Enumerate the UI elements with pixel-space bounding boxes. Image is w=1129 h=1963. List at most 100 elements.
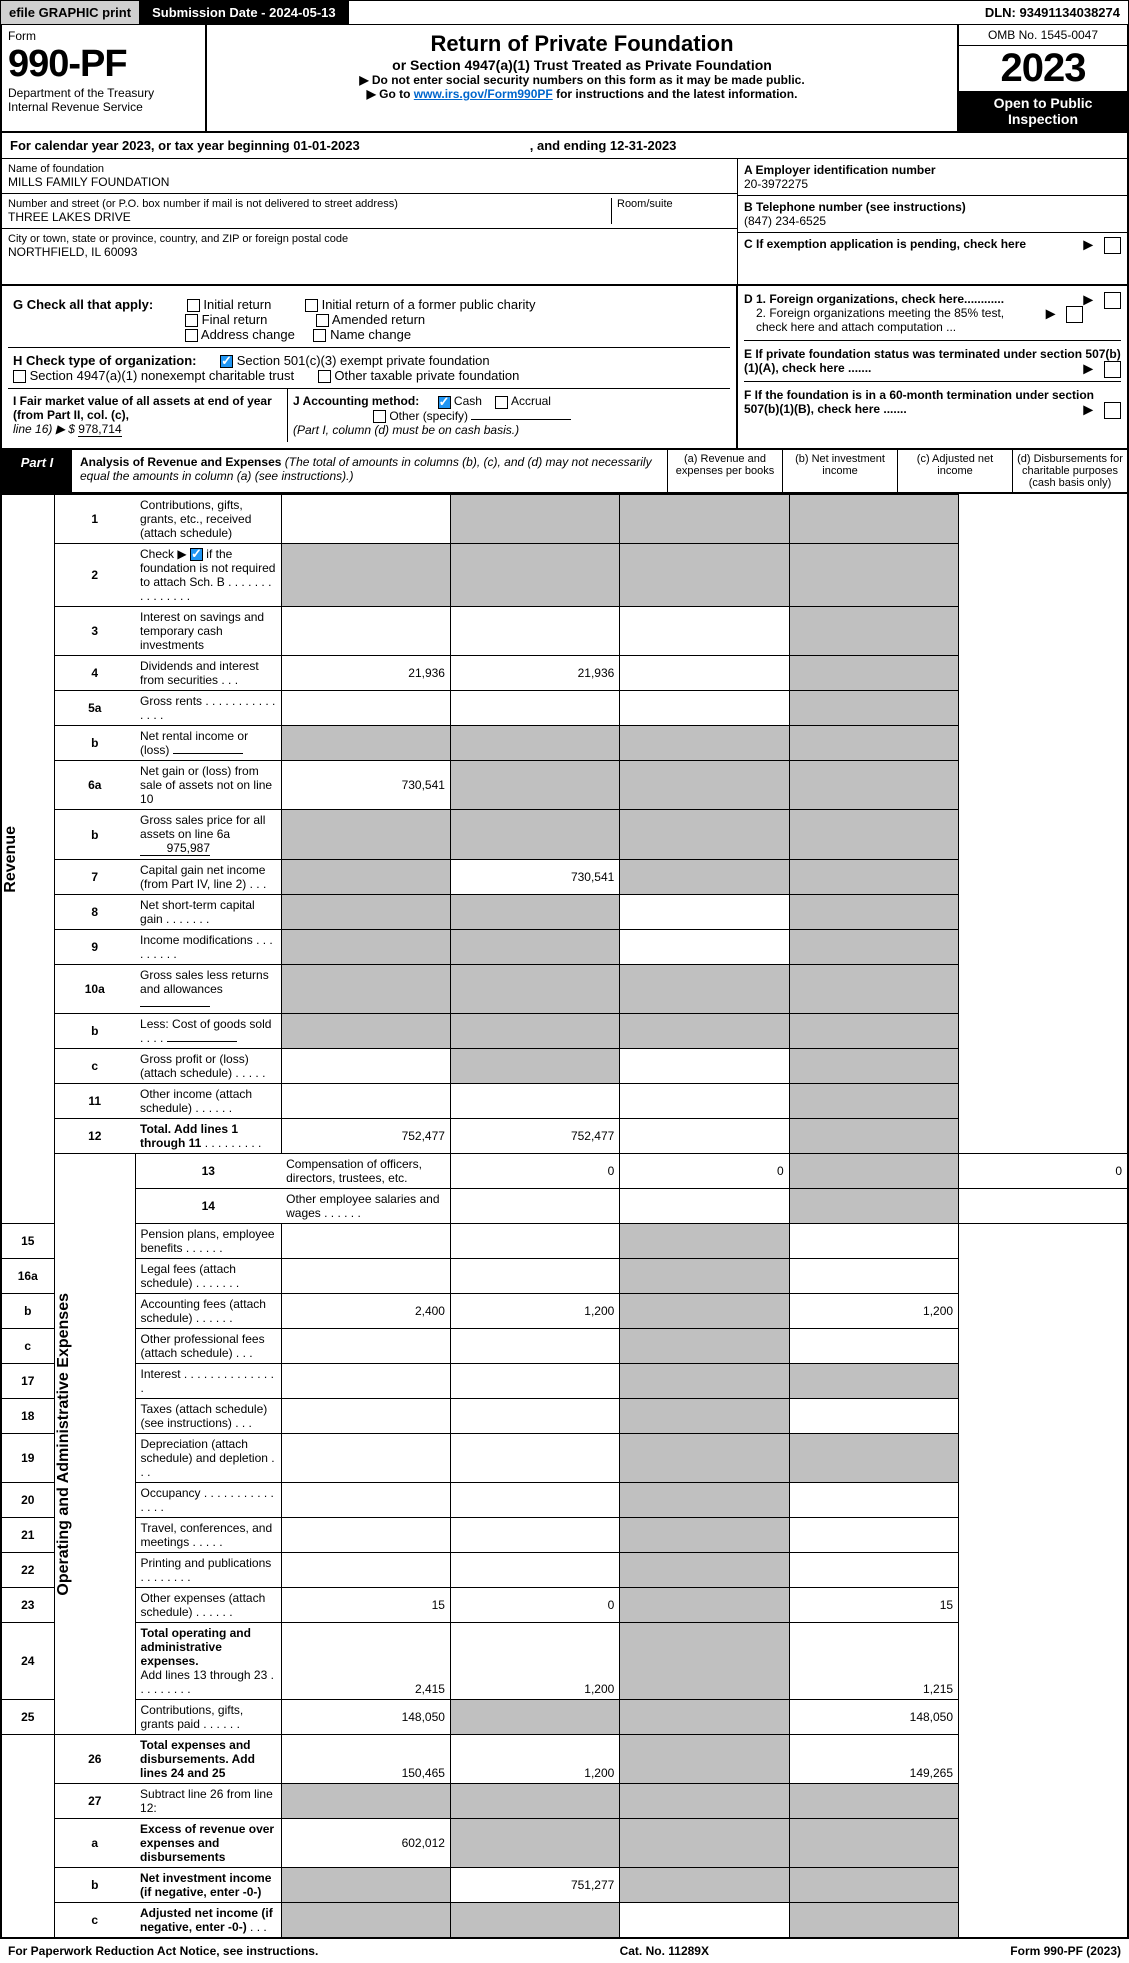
d1-cbx[interactable] (1104, 292, 1121, 309)
r10a: Gross sales less returns and allowances (140, 968, 269, 996)
r11: Other income (attach schedule) (140, 1087, 252, 1115)
r27b-b: 751,277 (450, 1868, 619, 1903)
r16c: Other professional fees (attach schedule… (141, 1332, 265, 1360)
phone-label: B Telephone number (see instructions) (744, 200, 966, 214)
cal-end: 12-31-2023 (610, 138, 677, 153)
r26-b: 1,200 (450, 1735, 619, 1784)
r4-a: 21,936 (281, 656, 450, 691)
room-label: Room/suite (617, 198, 731, 210)
final-return: Final return (202, 312, 268, 327)
city: NORTHFIELD, IL 60093 (8, 245, 731, 259)
note2-pre: ▶ Go to (367, 87, 414, 101)
r21: Travel, conferences, and meetings (141, 1521, 273, 1549)
e-text: E If private foundation status was termi… (744, 347, 1121, 375)
other-spec-cbx[interactable] (373, 410, 386, 423)
r27c: Adjusted net income (if negative, enter … (140, 1906, 273, 1934)
r10c: Gross profit or (loss) (attach schedule) (140, 1052, 249, 1080)
phone: (847) 234-6525 (744, 214, 826, 228)
r5a: Gross rents (140, 694, 202, 708)
r6b-val: 975,987 (140, 841, 210, 856)
c-label: C If exemption application is pending, c… (744, 237, 1026, 251)
other-tax-cbx[interactable] (318, 370, 331, 383)
r2-cbx[interactable] (190, 548, 203, 561)
city-label: City or town, state or province, country… (8, 233, 731, 245)
cal-pre: For calendar year 2023, or tax year begi… (10, 138, 293, 153)
dept: Department of the Treasury (8, 86, 199, 100)
r20: Occupancy (141, 1486, 201, 1500)
part1-label: Part I (2, 450, 72, 492)
footer-mid: Cat. No. 11289X (620, 1944, 709, 1958)
initial-return: Initial return (203, 297, 271, 312)
addr-chg: Address change (201, 327, 295, 342)
name-chg-cbx[interactable] (313, 329, 326, 342)
f-cbx[interactable] (1104, 402, 1121, 419)
i-val: 978,714 (78, 422, 121, 437)
sub-date: 2024-05-13 (269, 5, 336, 20)
r12-b: 752,477 (450, 1119, 619, 1154)
other-spec: Other (specify) (389, 409, 468, 423)
name-chg: Name change (330, 327, 411, 342)
r7-b: 730,541 (450, 860, 619, 895)
r16b-a: 2,400 (281, 1294, 450, 1329)
amended-cbx[interactable] (316, 314, 329, 327)
note2-link[interactable]: www.irs.gov/Form990PF (414, 87, 553, 101)
e-cbx[interactable] (1104, 361, 1121, 378)
addr-chg-cbx[interactable] (185, 329, 198, 342)
s4947: Section 4947(a)(1) nonexempt charitable … (30, 368, 294, 383)
oae-side: Operating and Administrative Expenses (55, 1283, 73, 1606)
r26: Total expenses and disbursements. Add li… (140, 1738, 255, 1780)
s4947-cbx[interactable] (13, 370, 26, 383)
r27a: Excess of revenue over expenses and disb… (140, 1822, 274, 1864)
name-label: Name of foundation (8, 163, 731, 175)
r25-d: 148,050 (789, 1700, 958, 1735)
s501-cbx[interactable] (220, 355, 233, 368)
i-label: I Fair market value of all assets at end… (13, 394, 272, 422)
r14: Other employee salaries and wages (286, 1192, 439, 1220)
h-label: H Check type of organization: (13, 353, 196, 368)
j-note: (Part I, column (d) must be on cash basi… (293, 423, 519, 437)
form-subtitle: or Section 4947(a)(1) Trust Treated as P… (213, 57, 951, 73)
c-checkbox[interactable] (1104, 237, 1121, 254)
r27b: Net investment income (if negative, ente… (140, 1871, 271, 1899)
r24-a: 2,415 (281, 1623, 450, 1700)
irs: Internal Revenue Service (8, 100, 199, 114)
cash-cbx[interactable] (438, 396, 451, 409)
r27a-a: 602,012 (281, 1819, 450, 1868)
r16a: Legal fees (attach schedule) (141, 1262, 236, 1290)
dln: DLN: 93491134038274 (977, 1, 1128, 24)
r26-d: 149,265 (789, 1735, 958, 1784)
part1-title: Analysis of Revenue and Expenses (80, 455, 281, 469)
r22: Printing and publications (141, 1556, 272, 1570)
r12: Total. Add lines 1 through 11 (140, 1122, 238, 1150)
r23: Other expenses (attach schedule) (141, 1591, 266, 1619)
final-return-cbx[interactable] (185, 314, 198, 327)
r12-a: 752,477 (281, 1119, 450, 1154)
accrual: Accrual (511, 394, 551, 408)
col-b: (b) Net investment income (782, 450, 897, 492)
r6a-a: 730,541 (281, 761, 450, 810)
d2-cbx[interactable] (1066, 306, 1083, 323)
r23-b: 0 (450, 1588, 619, 1623)
initial-return-cbx[interactable] (187, 299, 200, 312)
s501: Section 501(c)(3) exempt private foundat… (237, 353, 490, 368)
form-number: 990-PF (8, 43, 199, 86)
col-d: (d) Disbursements for charitable purpose… (1012, 450, 1127, 492)
r4: Dividends and interest from securities (140, 659, 259, 687)
r19: Depreciation (attach schedule) and deple… (141, 1437, 268, 1465)
r24-b: 1,200 (450, 1623, 619, 1700)
accrual-cbx[interactable] (495, 396, 508, 409)
address: THREE LAKES DRIVE (8, 210, 611, 224)
initial-former-cbx[interactable] (305, 299, 318, 312)
initial-former: Initial return of a former public charit… (322, 297, 536, 312)
r16b-d: 1,200 (789, 1294, 958, 1329)
open-public: Open to Public Inspection (959, 91, 1127, 131)
cash: Cash (454, 394, 482, 408)
i-line: line 16) ▶ $ (13, 422, 75, 436)
j-label: J Accounting method: (293, 394, 419, 408)
r6b: Gross sales price for all assets on line… (140, 813, 265, 841)
col-a: (a) Revenue and expenses per books (667, 450, 782, 492)
note1: ▶ Do not enter social security numbers o… (213, 73, 951, 87)
footer-left: For Paperwork Reduction Act Notice, see … (8, 1944, 318, 1958)
d2: 2. Foreign organizations meeting the 85%… (744, 306, 1024, 334)
spacer (349, 1, 977, 24)
